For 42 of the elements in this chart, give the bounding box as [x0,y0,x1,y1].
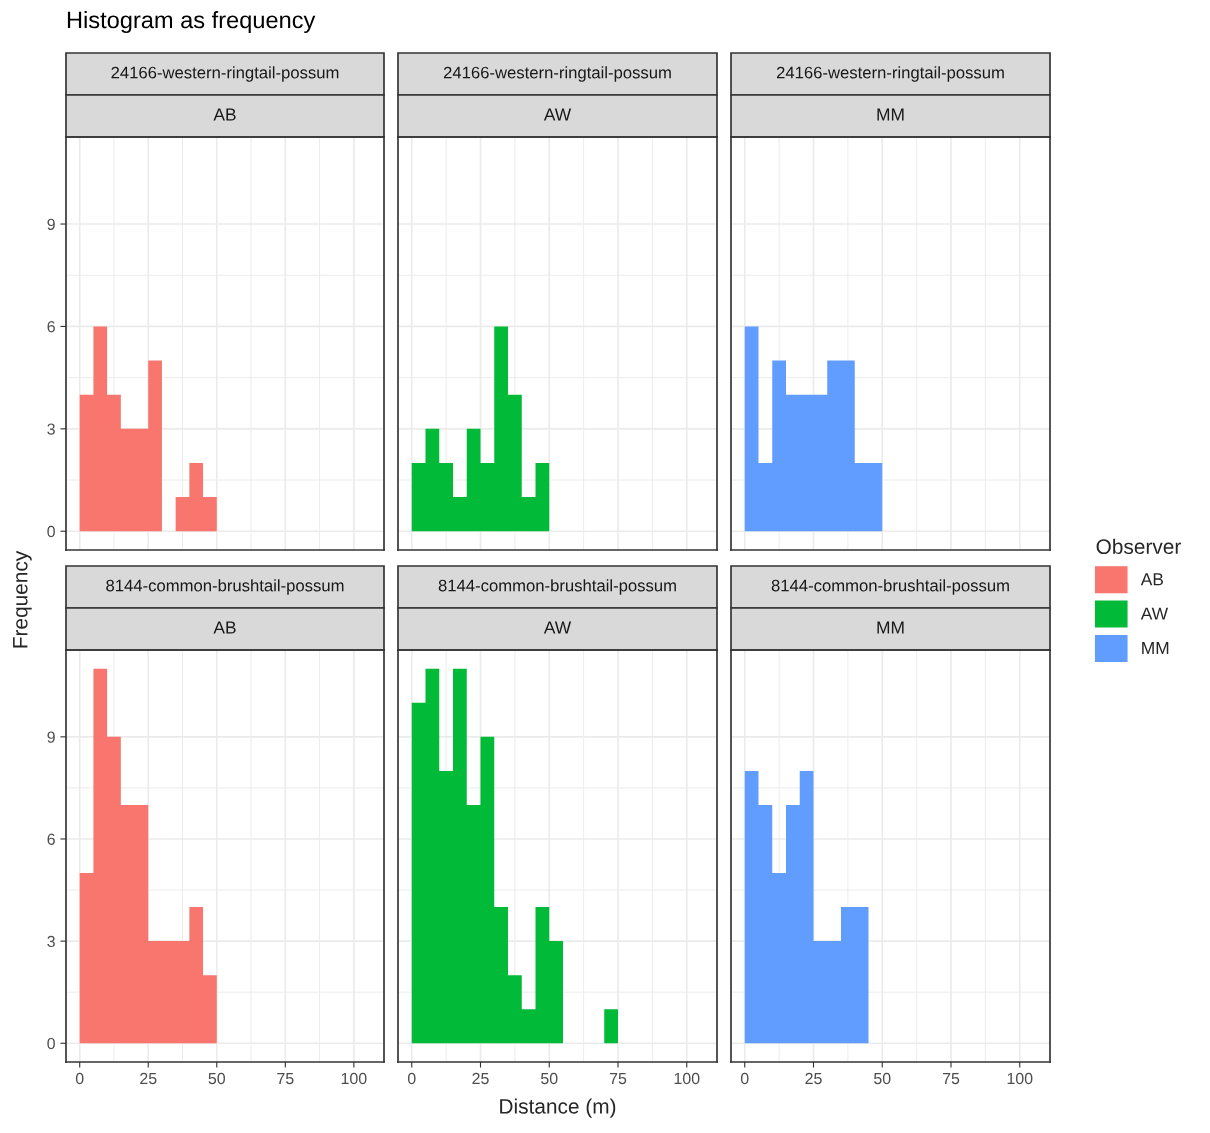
chart-subtitle: MM [877,621,904,634]
chart-title: 24166-western-ringtail-possum [443,66,671,82]
x-tick-label: 50 [874,1072,891,1085]
y-tick-label: 0 [47,525,55,538]
chart-title: 8144-common-brushtail-possum [438,579,676,595]
x-tick-label: 25 [140,1072,157,1085]
x-tick-label: 50 [541,1072,558,1085]
x-tick-label: 25 [472,1072,489,1085]
y-tick-label: 0 [47,1037,55,1050]
x-tick-label: 0 [740,1072,749,1085]
chart-subtitle: AB [213,621,236,634]
legend-label: MM [1142,642,1169,654]
legend-label: AB [1140,573,1164,586]
chart-title: 8144-common-brushtail-possum [771,579,1009,595]
x-tick-label: 100 [1007,1072,1033,1085]
x-tick-label: 100 [341,1072,367,1085]
x-tick-label: 75 [277,1073,294,1085]
x-tick-label: 50 [208,1072,226,1085]
chart-subtitle: AW [543,621,572,634]
y-axis-title: Frequency [13,550,32,648]
legend-title: Observer [1096,538,1181,555]
chart-title: 24166-western-ringtail-possum [776,66,1004,82]
x-tick-label: 0 [407,1072,416,1085]
y-tick-label: 9 [47,731,55,743]
chart-subtitle: AB [213,108,236,121]
y-tick-label: 6 [47,321,55,333]
chart-title: 8144-common-brushtail-possum [106,579,344,595]
y-tick-label: 3 [47,935,55,948]
x-tick-label: 75 [609,1073,627,1085]
x-axis-title: Distance (m) [500,1098,616,1118]
y-tick-label: 3 [47,423,55,435]
chart-subtitle: MM [877,108,904,121]
y-tick-label: 9 [47,218,55,230]
x-tick-label: 0 [75,1072,84,1085]
y-tick-label: 6 [47,833,55,845]
x-tick-label: 100 [674,1072,700,1085]
x-tick-label: 25 [805,1072,822,1085]
text: Histogram as frequency [67,11,316,33]
chart-subtitle: AW [543,108,572,121]
x-tick-label: 75 [942,1073,960,1085]
legend-label: AW [1140,607,1169,620]
chart-title: 24166-western-ringtail-possum [111,66,339,82]
